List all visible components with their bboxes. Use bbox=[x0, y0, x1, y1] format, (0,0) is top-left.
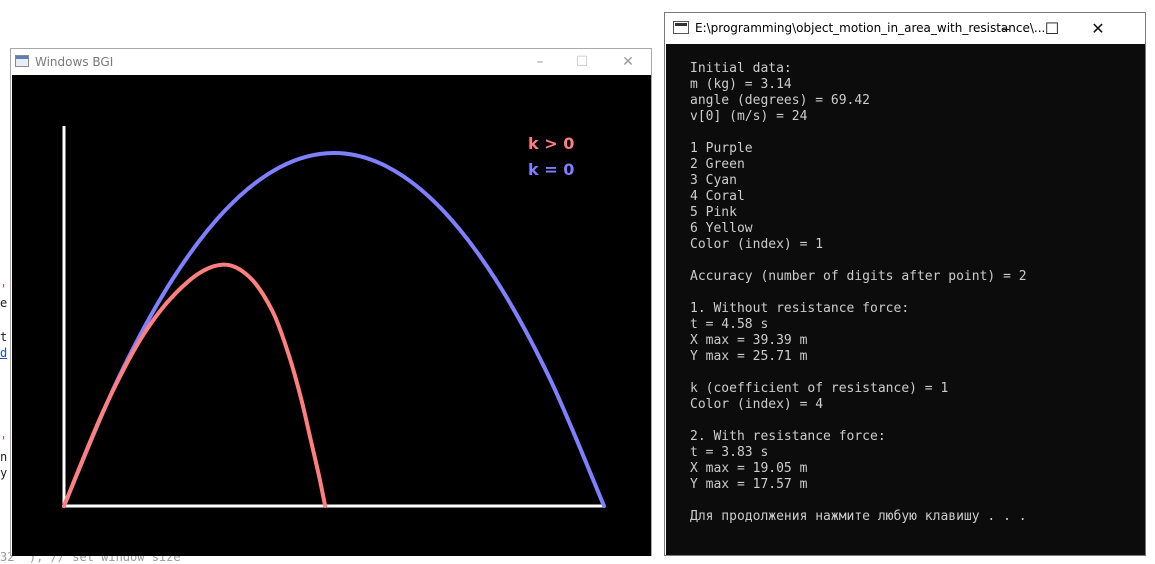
console-minimize-button[interactable]: – bbox=[1002, 18, 1010, 38]
legend-k-zero: k = 0 bbox=[528, 160, 574, 179]
console-line: Для продолжения нажмите любую клавишу . … bbox=[690, 509, 1027, 524]
console-line: v[0] (m/s) = 24 bbox=[690, 109, 808, 124]
bgi-minimize-button[interactable]: – bbox=[536, 54, 544, 70]
editor-fragment-1: ' bbox=[0, 282, 8, 296]
console-line bbox=[690, 413, 1027, 429]
console-line: 2. With resistance force: bbox=[690, 429, 886, 444]
bgi-canvas: k > 0 k = 0 bbox=[12, 75, 651, 556]
console-line bbox=[690, 493, 1027, 509]
console-output[interactable]: Initial data: m (kg) = 3.14 angle (degrees… bbox=[666, 44, 1145, 555]
editor-fragment-6: n bbox=[0, 450, 8, 464]
console-close-button[interactable]: ✕ bbox=[1091, 18, 1105, 38]
console-line: X max = 39.39 m bbox=[690, 333, 808, 348]
editor-fragment-3: t bbox=[0, 330, 8, 344]
console-line: m (kg) = 3.14 bbox=[690, 77, 792, 92]
trajectory-no-resistance bbox=[62, 150, 606, 508]
console-line: t = 3.83 s bbox=[690, 445, 769, 460]
console-line: Color (index) = 1 bbox=[690, 237, 824, 252]
console-line: 1 Purple bbox=[690, 141, 753, 156]
bgi-close-button[interactable]: ✕ bbox=[622, 54, 634, 70]
console-line: 2 Green bbox=[690, 157, 745, 172]
console-line: Y max = 25.71 m bbox=[690, 349, 808, 364]
trajectory-plot: k > 0 k = 0 bbox=[62, 126, 606, 508]
legend-k-positive: k > 0 bbox=[528, 134, 574, 153]
console-line: k (coefficient of resistance) = 1 bbox=[690, 381, 949, 396]
console-line: 6 Yellow bbox=[690, 221, 753, 236]
console-text: Initial data: m (kg) = 3.14 angle (degrees… bbox=[690, 61, 1027, 525]
console-line bbox=[690, 365, 1027, 381]
console-app-icon bbox=[673, 21, 689, 34]
console-line: Accuracy (number of digits after point) … bbox=[690, 269, 1027, 284]
console-line: Initial data: bbox=[690, 61, 792, 76]
console-window: E:\programming\object_motion_in_area_wit… bbox=[664, 12, 1146, 556]
bgi-window: Windows BGI – ☐ ✕ k > 0 k = 0 bbox=[10, 48, 652, 556]
console-line bbox=[690, 285, 1027, 301]
bgi-titlebar[interactable]: Windows BGI – ☐ ✕ bbox=[11, 49, 651, 75]
editor-fragment-5: ' bbox=[0, 434, 8, 448]
bgi-window-title: Windows BGI bbox=[35, 55, 114, 69]
console-line: 4 Coral bbox=[690, 189, 745, 204]
trajectory-with-resistance bbox=[62, 262, 328, 508]
console-line: Y max = 17.57 m bbox=[690, 477, 808, 492]
bgi-maximize-button[interactable]: ☐ bbox=[575, 54, 589, 70]
console-line: 3 Cyan bbox=[690, 173, 737, 188]
console-line: Color (index) = 4 bbox=[690, 397, 824, 412]
console-line bbox=[690, 125, 1027, 141]
window-app-icon bbox=[15, 55, 29, 67]
editor-fragment-2: e bbox=[0, 296, 8, 310]
console-line: angle (degrees) = 69.42 bbox=[690, 93, 871, 108]
editor-fragment-4: d bbox=[0, 346, 8, 360]
console-line: 5 Pink bbox=[690, 205, 737, 220]
editor-fragment-7: y bbox=[0, 466, 8, 480]
console-line: 1. Without resistance force: bbox=[690, 301, 910, 316]
console-line: X max = 19.05 m bbox=[690, 461, 808, 476]
console-line bbox=[690, 253, 1027, 269]
console-window-title: E:\programming\object_motion_in_area_wit… bbox=[695, 21, 1046, 35]
console-maximize-button[interactable]: ☐ bbox=[1044, 18, 1060, 38]
console-titlebar[interactable]: E:\programming\object_motion_in_area_wit… bbox=[665, 13, 1145, 43]
console-line: t = 4.58 s bbox=[690, 317, 769, 332]
